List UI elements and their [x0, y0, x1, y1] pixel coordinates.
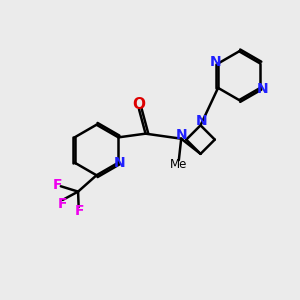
Text: F: F: [52, 178, 62, 192]
Text: N: N: [210, 55, 221, 69]
Text: N: N: [195, 114, 207, 128]
Text: F: F: [74, 204, 84, 218]
Text: N: N: [114, 156, 126, 170]
Text: N: N: [257, 82, 268, 96]
Text: F: F: [57, 196, 67, 211]
Text: Me: Me: [170, 158, 188, 171]
Text: N: N: [176, 128, 188, 142]
Text: O: O: [133, 97, 146, 112]
